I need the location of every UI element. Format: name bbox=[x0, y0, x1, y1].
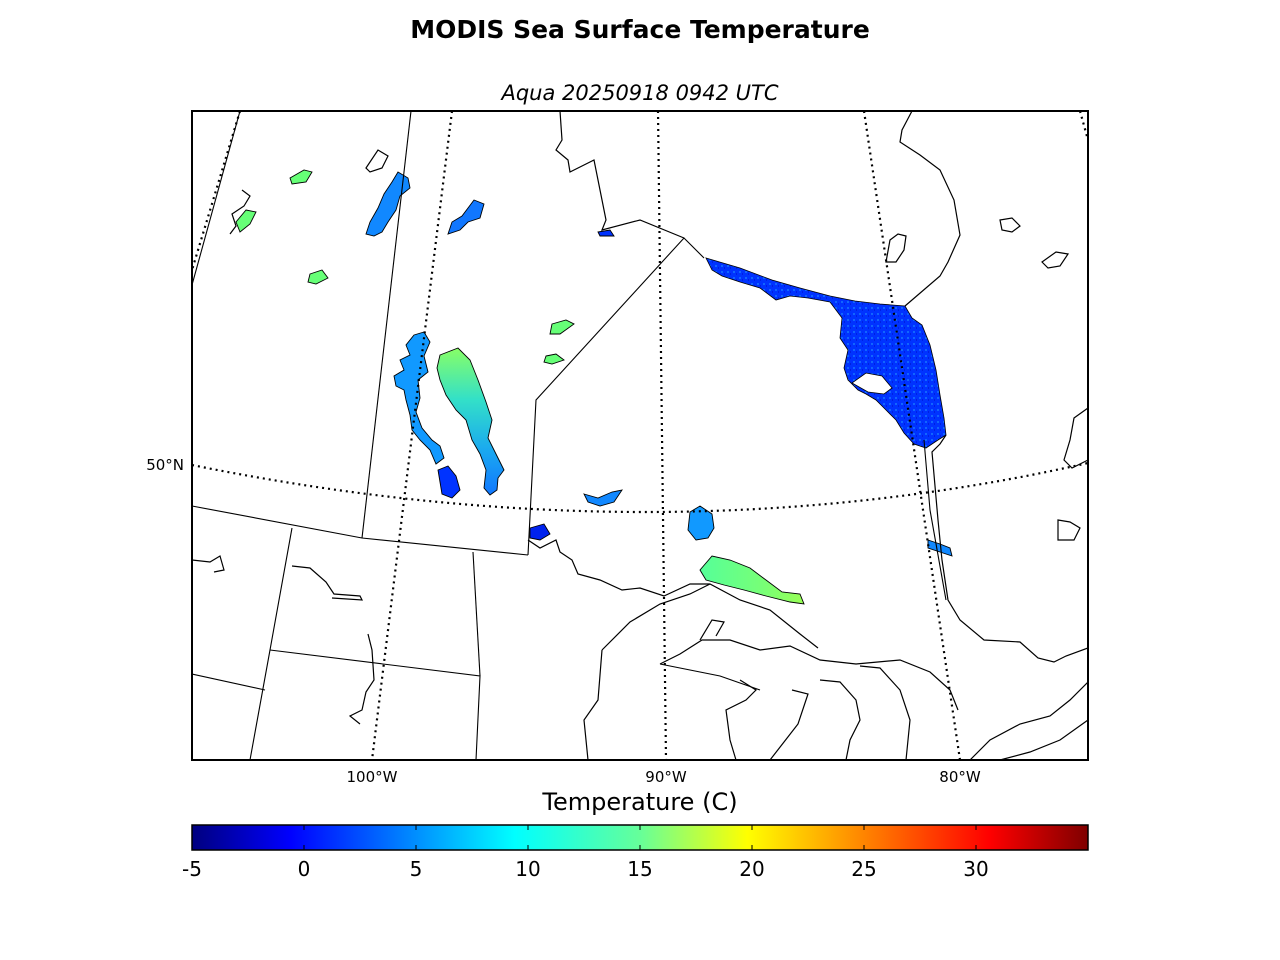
lon-label-100w: 100°W bbox=[347, 768, 398, 786]
figure-subtitle: Aqua 20250918 0942 UTC bbox=[499, 81, 778, 105]
lake-small-5 bbox=[549, 319, 575, 335]
lake-of-the-woods-sst bbox=[529, 523, 551, 541]
lake-small-3 bbox=[235, 209, 257, 233]
colorbar-tick-label: 10 bbox=[515, 857, 540, 881]
colorbar-tick-label: 30 bbox=[963, 857, 988, 881]
lake-superior-sst bbox=[699, 555, 805, 605]
lake-nipigon-sst bbox=[687, 505, 715, 541]
map-area bbox=[192, 111, 1088, 760]
colorbar-tick-label: 20 bbox=[739, 857, 764, 881]
colorbar-tick-label: 0 bbox=[298, 857, 311, 881]
colorbar-ticks: -5 0 5 10 15 20 25 30 bbox=[182, 825, 989, 881]
map-frame bbox=[191, 110, 1089, 761]
reindeer-lake-sst bbox=[365, 171, 411, 237]
lake-winnipeg-sst bbox=[436, 347, 505, 496]
lake-small-6 bbox=[543, 353, 565, 365]
lake-small-7 bbox=[583, 489, 623, 507]
colorbar-tick-label: 5 bbox=[410, 857, 423, 881]
colorbar-tick-label: 25 bbox=[851, 857, 876, 881]
lake-small-4 bbox=[307, 269, 329, 285]
lat-label-50n: 50°N bbox=[146, 456, 184, 474]
lake-manitoba-sst bbox=[393, 331, 445, 465]
lake-small-2 bbox=[289, 169, 313, 185]
lon-label-80w: 80°W bbox=[939, 768, 981, 786]
lake-manitoba-south bbox=[437, 465, 461, 499]
hudson-bay-sst bbox=[705, 257, 947, 449]
colorbar-tick-label: 15 bbox=[627, 857, 652, 881]
lake-small-9 bbox=[597, 229, 615, 237]
colorbar-tick-label: -5 bbox=[182, 857, 202, 881]
lon-label-90w: 90°W bbox=[645, 768, 687, 786]
lake-small-1 bbox=[447, 199, 485, 235]
colorbar-label: Temperature (C) bbox=[541, 788, 737, 816]
figure-title: MODIS Sea Surface Temperature bbox=[410, 15, 870, 44]
hudson-bay-island bbox=[851, 372, 893, 395]
